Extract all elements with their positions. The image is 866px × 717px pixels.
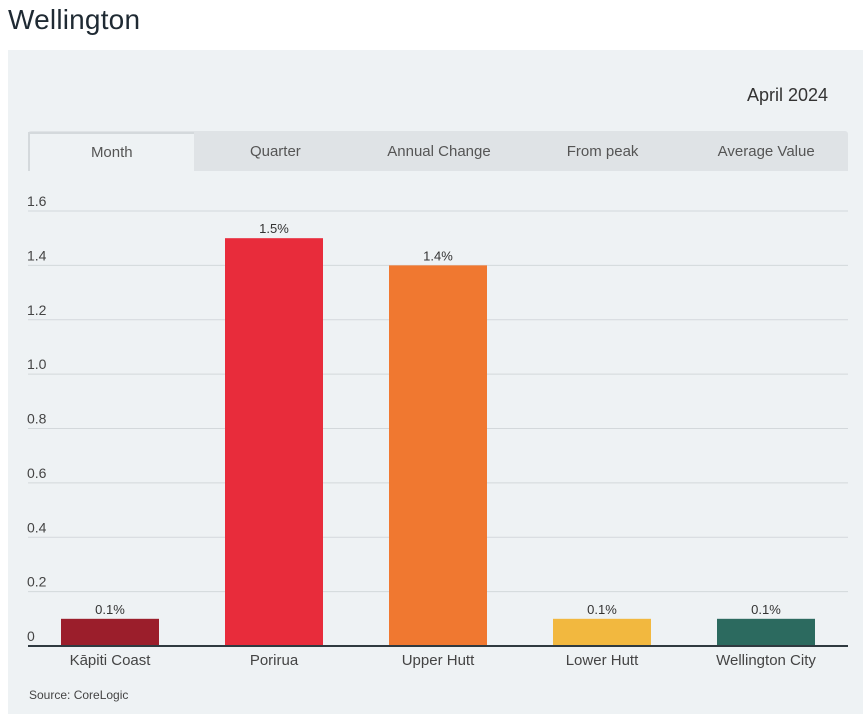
y-tick-label: 1.6 [27,193,47,209]
tab-month[interactable]: Month [28,132,194,171]
bar [389,265,487,646]
tab-from-peak[interactable]: From peak [566,142,639,160]
page-title: Wellington [8,4,141,35]
tab-bar: Month Quarter Annual Change From peak Av… [28,131,848,171]
bar [61,618,159,646]
tab-average-value[interactable]: Average Value [717,142,815,160]
bar [225,238,323,646]
tab-annual-change[interactable]: Annual Change [387,142,491,160]
data-label: 0.1% [587,602,617,617]
period-label: April 2024 [746,85,828,105]
y-tick-label: 0.8 [27,411,47,427]
x-tick-label: Upper Hutt [402,652,475,669]
x-tick-label: Wellington City [716,652,816,669]
y-tick-label: 1.2 [27,302,47,318]
tab-quarter[interactable]: Quarter [249,142,301,160]
y-tick-label: 1.4 [27,247,47,263]
y-tick-label: 0.6 [27,465,47,481]
x-tick-label: Kāpiti Coast [70,652,152,669]
y-tick-label: 0 [27,628,35,644]
data-label: 1.5% [259,221,289,236]
y-tick-label: 0.2 [27,574,47,590]
data-label: 0.1% [95,602,125,617]
data-label: 1.4% [423,248,453,263]
y-tick-label: 0.4 [27,519,47,535]
bar [717,618,815,646]
source-note: Source: CoreLogic [29,688,129,702]
data-label: 0.1% [751,602,781,617]
x-tick-label: Porirua [250,652,299,669]
y-tick-label: 1.0 [27,356,47,372]
x-tick-label: Lower Hutt [566,652,639,669]
bar [553,618,651,646]
